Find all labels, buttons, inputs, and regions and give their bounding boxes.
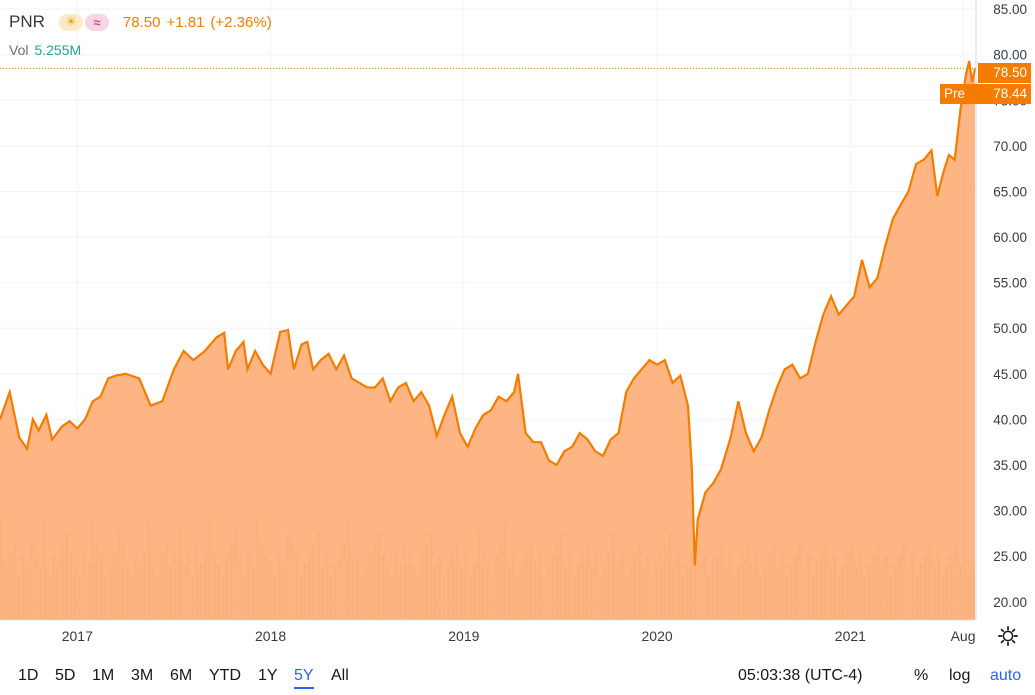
price-tick-label: 45.00 (993, 367, 1027, 382)
volume-value: 5.255M (34, 42, 82, 58)
premarket-label: Pre (944, 86, 966, 101)
timeframe-1d[interactable]: 1D (18, 667, 39, 684)
timeframe-all[interactable]: All (331, 667, 349, 684)
bottom-toolbar: 1D 5D 1M 3M 6M YTD 1Y 5Y All 05:03:38 (U… (0, 655, 1035, 695)
time-tick-label: 2017 (62, 628, 93, 644)
timeframe-5y[interactable]: 5Y (294, 667, 314, 689)
chart-grid (0, 0, 976, 620)
volume-label: Vol (9, 42, 29, 58)
price-area (0, 61, 975, 621)
price-tick-label: 60.00 (993, 230, 1027, 245)
timeframe-6m[interactable]: 6M (170, 667, 193, 684)
price-axis: 20.00 25.00 30.00 35.00 40.00 45.00 50.00 55.00… (993, 2, 1027, 610)
last-price: 78.50 (122, 13, 161, 31)
time-tick-label: 2021 (835, 628, 866, 644)
time-tick-label: 2019 (448, 628, 479, 644)
price-line (0, 60, 977, 566)
time-axis: 2017 2018 2019 2020 2021 Aug (62, 628, 976, 644)
price-change: +1.81 (166, 13, 205, 31)
price-tick-label: 35.00 (993, 458, 1027, 473)
last-price-tag: 78.50 (978, 63, 1031, 83)
symbol[interactable]: PNR (9, 12, 45, 31)
price-tick-label: 70.00 (993, 139, 1027, 154)
price-tick-label: 40.00 (993, 412, 1027, 427)
price-tick-label: 25.00 (993, 549, 1027, 564)
premarket-tag: Pre 78.44 (940, 84, 1031, 104)
price-tick-label: 65.00 (993, 184, 1027, 199)
timeframe-ytd[interactable]: YTD (209, 667, 241, 684)
timeframe-5d[interactable]: 5D (55, 667, 76, 684)
price-change-pct: (+2.36%) (210, 13, 272, 31)
percent-toggle[interactable]: % (914, 667, 929, 684)
timeframe-1m[interactable]: 1M (92, 667, 115, 684)
price-tick-label: 85.00 (993, 2, 1027, 17)
time-tick-label: Aug (951, 628, 976, 644)
timeframe-3m[interactable]: 3M (131, 667, 154, 684)
price-tick-label: 50.00 (993, 321, 1027, 336)
price-tick-label: 80.00 (993, 48, 1027, 63)
price-tick-label: 20.00 (993, 595, 1027, 610)
timeframe-1y[interactable]: 1Y (258, 667, 278, 684)
clock-timezone[interactable]: 05:03:38 (UTC-4) (738, 667, 863, 684)
volume-legend: Vol 5.255M (9, 42, 81, 58)
premarket-price: 78.44 (993, 86, 1027, 101)
time-tick-label: 2018 (255, 628, 286, 644)
settings-gear-icon[interactable] (997, 625, 1019, 647)
price-tick-label: 55.00 (993, 276, 1027, 291)
log-toggle[interactable]: log (949, 667, 971, 684)
auto-scale-toggle[interactable]: auto (990, 667, 1022, 684)
market-hours-icon[interactable]: ☀ (58, 13, 83, 31)
time-tick-label: 2020 (642, 628, 673, 644)
chart-legend: PNR ☀ ≈ 78.50 +1.81 (+2.36%) (9, 12, 278, 32)
price-tick-label: 30.00 (993, 504, 1027, 519)
price-chart[interactable]: 20.00 25.00 30.00 35.00 40.00 45.00 50.00 55.00… (0, 0, 1035, 655)
data-delay-icon[interactable]: ≈ (84, 13, 109, 31)
